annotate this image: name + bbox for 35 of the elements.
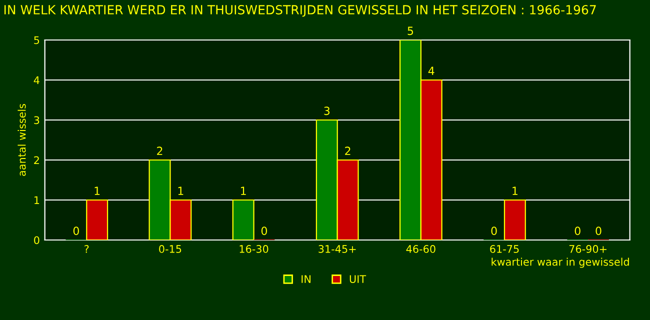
data-label: 1 — [512, 186, 518, 195]
data-label: 4 — [428, 66, 434, 75]
x-tick-label: ? — [84, 245, 89, 253]
x-tick-label: 0-15 — [159, 245, 182, 253]
x-tick-label: 16-30 — [240, 245, 268, 253]
chart-title: IN WELK KWARTIER WERD ER IN THUISWEDSTRIJDEN GEWISSELD IN HET SEIZOEN : 1966-1967 — [4, 5, 596, 17]
y-tick-label: 2 — [34, 156, 39, 164]
legend-label: IN — [302, 275, 310, 283]
y-tick-label: 5 — [34, 36, 40, 44]
x-tick-label: 61-75 — [490, 245, 519, 253]
data-label: 3 — [324, 106, 330, 116]
bar — [86, 199, 108, 240]
y-tick-label: 3 — [34, 116, 40, 124]
data-label: 1 — [241, 186, 246, 195]
y-axis-title: aantal wissels — [18, 104, 26, 176]
data-label: 1 — [178, 186, 184, 195]
data-label: 1 — [94, 186, 100, 195]
y-tick-label: 1 — [34, 196, 40, 204]
x-axis-title: kwartier waar in gewisseld — [492, 258, 629, 268]
data-label: 2 — [157, 146, 162, 155]
data-label: 0 — [574, 226, 580, 236]
x-tick-label: 46-60 — [406, 245, 436, 253]
data-label: 0 — [596, 226, 602, 236]
legend-label: UIT — [350, 275, 366, 284]
data-label: 5 — [408, 26, 414, 36]
data-label: 2 — [345, 146, 350, 155]
y-tick-label: 0 — [34, 236, 40, 244]
data-label: 0 — [491, 226, 497, 236]
bar — [232, 199, 254, 240]
data-label: 0 — [261, 226, 268, 236]
bar — [504, 199, 526, 240]
data-label: 0 — [73, 226, 79, 236]
x-tick-label: 76-90+ — [569, 245, 606, 253]
y-tick-label: 4 — [34, 76, 40, 84]
x-tick-label: 31-45+ — [318, 245, 356, 253]
